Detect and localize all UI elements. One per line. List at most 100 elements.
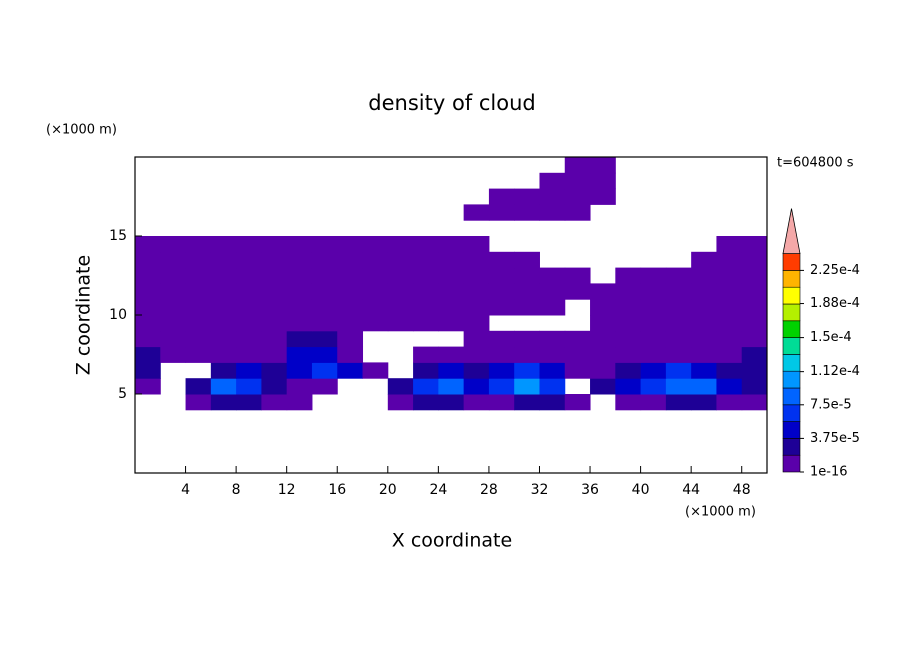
contour-cell (185, 283, 212, 300)
x-tick-label: 36 (581, 482, 599, 498)
contour-cell (539, 394, 566, 411)
contour-cell (716, 346, 743, 363)
contour-cell (514, 283, 540, 300)
contour-cell (564, 330, 591, 348)
contour-cell (615, 330, 642, 348)
contour-cell (691, 251, 717, 269)
contour-cell (236, 283, 262, 300)
contour-cell (362, 315, 389, 332)
x-axis-label: X coordinate (392, 530, 512, 552)
contour-cell (185, 378, 212, 395)
contour-cell (488, 188, 515, 205)
colorbar-label: 1.5e-4 (810, 330, 852, 345)
contour-cell (691, 346, 717, 363)
colorbar-band (782, 387, 801, 406)
contour-cell (438, 362, 465, 379)
contour-cell (564, 362, 591, 379)
contour-cell (160, 315, 187, 332)
contour-cell (691, 315, 717, 332)
contour-cell (210, 362, 237, 379)
contour-cell (337, 251, 364, 269)
contour-cell (362, 251, 389, 269)
contour-cell (615, 346, 642, 363)
contour-cell (261, 251, 288, 269)
contour-cell (539, 346, 566, 363)
colorbar-extension (782, 208, 801, 255)
contour-cell (741, 236, 768, 253)
contour-cell (261, 283, 288, 300)
contour-cell (387, 267, 414, 284)
x-tick-label: 4 (181, 482, 190, 498)
colorbar-label: 1e-16 (810, 465, 848, 480)
contour-cell (488, 299, 515, 316)
contour-cell (539, 188, 566, 205)
contour-cell (564, 172, 591, 190)
contour-cell (286, 251, 313, 269)
contour-cell (691, 299, 717, 316)
contour-cell (413, 346, 439, 363)
colorbar-label: 1.88e-4 (810, 296, 860, 311)
contour-cell (337, 299, 364, 316)
contour-cell (488, 346, 515, 363)
contour-cell (665, 362, 692, 379)
x-tick-label: 32 (531, 482, 549, 498)
contour-cell (286, 378, 313, 395)
contour-cell (362, 362, 389, 379)
contour-cell (640, 346, 667, 363)
contour-cell (160, 251, 187, 269)
contour-cell (665, 378, 692, 395)
contour-cell (160, 299, 187, 316)
contour-cell (640, 330, 667, 348)
contour-cell (514, 394, 540, 411)
contour-cell (741, 299, 768, 316)
contour-cell (185, 330, 212, 348)
contour-cell (286, 346, 313, 363)
contour-cell (413, 394, 439, 411)
contour-cell (665, 283, 692, 300)
colorbar-band (782, 253, 801, 271)
contour-cell (691, 330, 717, 348)
contour-cell (261, 362, 288, 379)
colorbar-band (782, 438, 801, 456)
contour-cell (236, 346, 262, 363)
contour-cell (590, 172, 616, 190)
contour-cell (362, 267, 389, 284)
contour-cell (438, 283, 465, 300)
contour-cell (463, 299, 490, 316)
contour-cell (665, 330, 692, 348)
contour-cell (261, 346, 288, 363)
contour-cell (590, 283, 616, 300)
contour-cell (564, 188, 591, 205)
contour-cell (691, 378, 717, 395)
contour-cell (311, 378, 338, 395)
colorbar-band (782, 286, 801, 305)
contour-cell (185, 267, 212, 284)
contour-cell (463, 267, 490, 284)
contour-cell (590, 299, 616, 316)
contour-cell (514, 251, 540, 269)
contour-cell (590, 346, 616, 363)
contour-cell (488, 330, 515, 348)
contour-cell (185, 251, 212, 269)
axes: 4 8 12 16 20 24 28 32 36 40 44 48510151e-163.75e-57… (109, 156, 860, 498)
contour-cell (539, 330, 566, 348)
contour-cell (741, 267, 768, 284)
contour-cell (463, 362, 490, 379)
contour-cell (514, 188, 540, 205)
contour-cell (311, 346, 338, 363)
contour-cell (413, 283, 439, 300)
colorbar-band (782, 320, 801, 338)
contour-cell (691, 267, 717, 284)
contour-cell (615, 299, 642, 316)
contour-cell (337, 283, 364, 300)
contour-cell (236, 315, 262, 332)
contour-cell (337, 362, 364, 379)
contour-cell (135, 283, 161, 300)
colorbar-band (782, 337, 801, 355)
contour-cell (135, 362, 161, 379)
contour-cell (539, 362, 566, 379)
contour-cell (514, 267, 540, 284)
annotation: t=604800 s (777, 156, 854, 171)
contour-cell (160, 236, 187, 253)
contour-cell (564, 157, 591, 174)
